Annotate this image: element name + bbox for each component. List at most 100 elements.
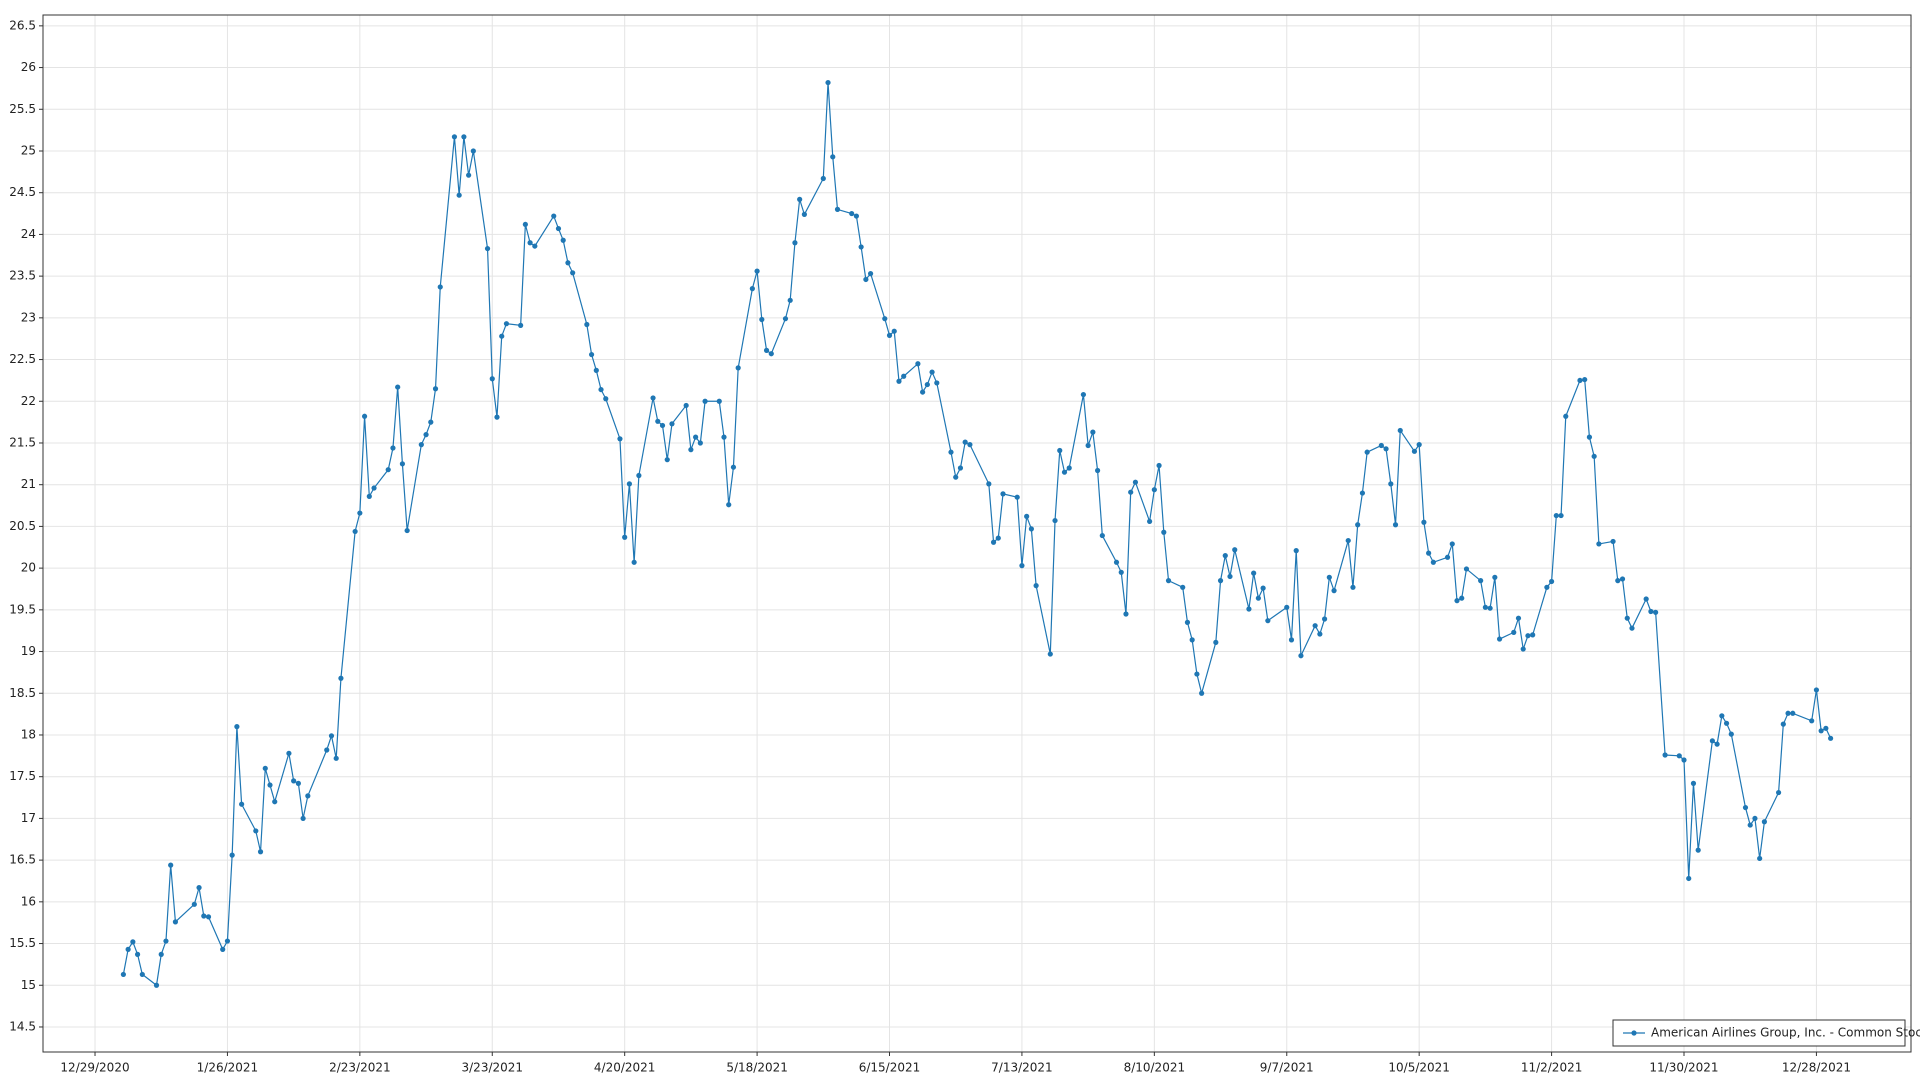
legend: American Airlines Group, Inc. - Common S… [1612, 1019, 1920, 1047]
data-point [229, 852, 235, 858]
data-point [489, 376, 495, 382]
data-point [518, 322, 524, 328]
y-tick-label: 16 [21, 894, 36, 908]
data-point [920, 389, 926, 395]
x-tick-label: 12/28/2021 [1782, 1061, 1851, 1075]
data-point [470, 148, 476, 154]
data-point [1553, 512, 1559, 519]
data-point [352, 528, 358, 535]
data-point [1823, 725, 1829, 731]
data-point [1449, 541, 1455, 547]
x-tick-label: 2/23/2021 [329, 1061, 391, 1075]
x-tick-label: 1/26/2021 [197, 1061, 259, 1075]
data-point [499, 333, 505, 339]
x-tick-label: 11/30/2021 [1649, 1061, 1718, 1075]
x-tick-label: 11/2/2021 [1521, 1061, 1583, 1075]
data-point [1544, 584, 1550, 590]
data-point [220, 946, 226, 952]
data-point [730, 464, 737, 470]
data-point [834, 206, 841, 212]
data-point [305, 793, 311, 799]
data-point [797, 196, 803, 202]
x-tick-label: 12/29/2020 [60, 1061, 129, 1075]
data-point [328, 733, 335, 739]
data-point [1515, 615, 1522, 621]
data-point [1563, 413, 1569, 419]
data-point [1492, 574, 1498, 580]
data-point [1151, 487, 1157, 493]
data-point [1662, 752, 1668, 758]
y-tick-label: 20 [21, 561, 36, 575]
x-tick-label: 6/15/2021 [859, 1061, 921, 1075]
x-tick-label: 7/13/2021 [991, 1061, 1053, 1075]
data-point [1790, 710, 1796, 716]
y-tick-label: 17 [21, 811, 36, 825]
data-point [1123, 611, 1129, 617]
x-tick-label: 4/20/2021 [594, 1061, 656, 1075]
data-point [1714, 741, 1720, 747]
data-point [1066, 465, 1072, 471]
data-point [361, 413, 368, 419]
y-tick-label: 24.5 [9, 185, 36, 199]
data-point [1757, 855, 1763, 862]
data-point [1615, 578, 1621, 584]
data-point [1828, 735, 1834, 741]
data-point [697, 440, 703, 446]
data-point [1430, 559, 1436, 565]
data-point [1586, 434, 1593, 440]
data-point [631, 559, 637, 565]
plot-frame [42, 14, 1912, 1053]
data-point [300, 815, 306, 822]
data-point [990, 539, 997, 545]
data-point [1165, 578, 1172, 584]
data-point [1255, 595, 1261, 601]
data-point [1094, 467, 1101, 474]
data-point [1222, 553, 1228, 559]
data-point [1161, 529, 1167, 535]
data-point [1747, 822, 1753, 828]
data-point [399, 461, 406, 467]
data-point [957, 465, 964, 471]
data-point [825, 79, 831, 86]
data-point [716, 398, 722, 404]
data-point [1199, 690, 1205, 696]
y-tick-label: 15.5 [9, 936, 36, 950]
data-point [560, 237, 566, 243]
plot-area [120, 79, 1834, 988]
data-point [1321, 616, 1328, 622]
data-point [901, 373, 907, 379]
data-point [1317, 631, 1323, 637]
data-point [702, 398, 708, 404]
data-point [570, 270, 576, 276]
data-point [267, 782, 273, 788]
data-point [1378, 442, 1384, 449]
data-point [636, 472, 642, 479]
data-point [1284, 604, 1290, 610]
data-point [867, 271, 874, 277]
data-point [598, 386, 604, 393]
data-point [1582, 376, 1588, 383]
data-point [158, 951, 164, 957]
data-point [239, 801, 245, 807]
data-point [1028, 526, 1034, 532]
data-point [404, 527, 410, 534]
data-point [196, 885, 202, 891]
data-point [1780, 721, 1786, 727]
data-point [1288, 637, 1295, 643]
data-point [1118, 569, 1124, 575]
data-point [830, 154, 836, 160]
data-point [428, 419, 434, 425]
data-point [366, 493, 372, 499]
data-point [1383, 446, 1389, 452]
data-point [1643, 596, 1649, 602]
data-point [924, 381, 930, 388]
data-point [1033, 583, 1039, 589]
data-point [390, 445, 396, 451]
data-point [669, 421, 675, 427]
y-tick-label: 26 [21, 60, 36, 74]
data-point [139, 971, 145, 978]
data-point [257, 849, 264, 855]
x-tick-label: 5/18/2021 [726, 1061, 788, 1075]
data-point [423, 432, 429, 438]
data-point [853, 213, 860, 219]
